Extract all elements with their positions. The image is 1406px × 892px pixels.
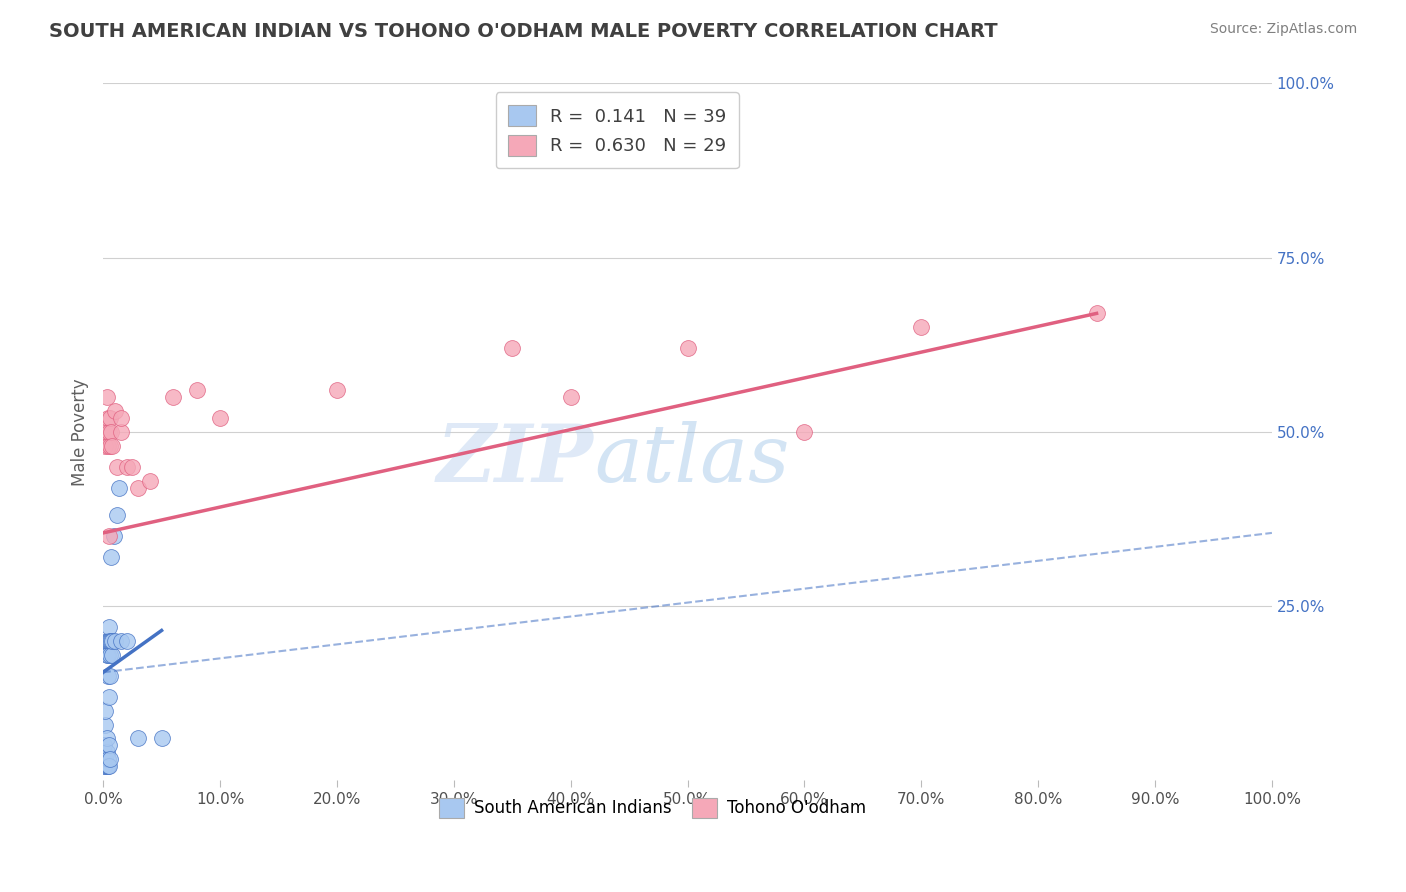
Point (98, 411, 121, 425)
Point (98, 634, 121, 648)
Point (94, 759, 117, 773)
Point (150, 731, 173, 746)
Point (105, 459, 128, 474)
Point (104, 404, 127, 418)
Point (96, 746, 118, 760)
Point (105, 508, 128, 523)
Point (139, 474, 162, 488)
Point (94, 752, 117, 766)
Point (115, 459, 138, 474)
Point (110, 411, 132, 425)
Point (97, 669, 120, 683)
Point (98, 620, 121, 634)
Point (1085, 306, 1108, 320)
Point (103, 529, 125, 543)
Point (100, 425, 122, 439)
Point (108, 481, 131, 495)
Point (793, 425, 815, 439)
Point (93, 752, 115, 766)
Point (93, 739, 115, 753)
Point (94, 704, 117, 718)
Point (96, 759, 118, 773)
Point (110, 425, 132, 439)
Text: atlas: atlas (593, 421, 789, 499)
Point (501, 341, 523, 355)
Point (208, 411, 231, 425)
Point (560, 390, 582, 404)
Point (101, 634, 124, 648)
Point (98, 634, 121, 648)
Point (127, 481, 149, 495)
Legend: South American Indians, Tohono O'odham: South American Indians, Tohono O'odham (433, 791, 873, 824)
Point (115, 634, 138, 648)
Point (121, 459, 143, 474)
Point (110, 634, 132, 648)
Point (100, 634, 122, 648)
Point (98, 648, 121, 662)
Point (93, 759, 115, 773)
Point (98, 425, 121, 439)
Point (98, 439, 121, 453)
Point (98, 529, 121, 543)
Point (186, 383, 208, 397)
Point (326, 383, 349, 397)
Point (97, 634, 120, 648)
Point (98, 690, 121, 704)
Y-axis label: Male Poverty: Male Poverty (72, 378, 89, 485)
Point (676, 341, 699, 355)
Text: SOUTH AMERICAN INDIAN VS TOHONO O'ODHAM MALE POVERTY CORRELATION CHART: SOUTH AMERICAN INDIAN VS TOHONO O'ODHAM … (49, 22, 998, 41)
Point (94, 717, 117, 731)
Point (94, 439, 117, 453)
Point (101, 648, 124, 662)
Point (98, 759, 121, 773)
Point (97, 648, 120, 662)
Point (96, 425, 118, 439)
Point (97, 752, 120, 766)
Point (93, 746, 115, 760)
Point (127, 731, 149, 746)
Point (910, 320, 932, 334)
Text: ZIP: ZIP (437, 421, 593, 499)
Point (96, 731, 118, 746)
Point (100, 550, 122, 565)
Point (104, 634, 127, 648)
Point (97, 439, 120, 453)
Point (98, 752, 121, 766)
Point (162, 390, 184, 404)
Point (97, 411, 120, 425)
Point (96, 634, 118, 648)
Point (98, 669, 121, 683)
Point (98, 739, 121, 753)
Point (101, 439, 124, 453)
Text: Source: ZipAtlas.com: Source: ZipAtlas.com (1209, 22, 1357, 37)
Point (96, 648, 118, 662)
Point (96, 390, 118, 404)
Point (97, 759, 120, 773)
